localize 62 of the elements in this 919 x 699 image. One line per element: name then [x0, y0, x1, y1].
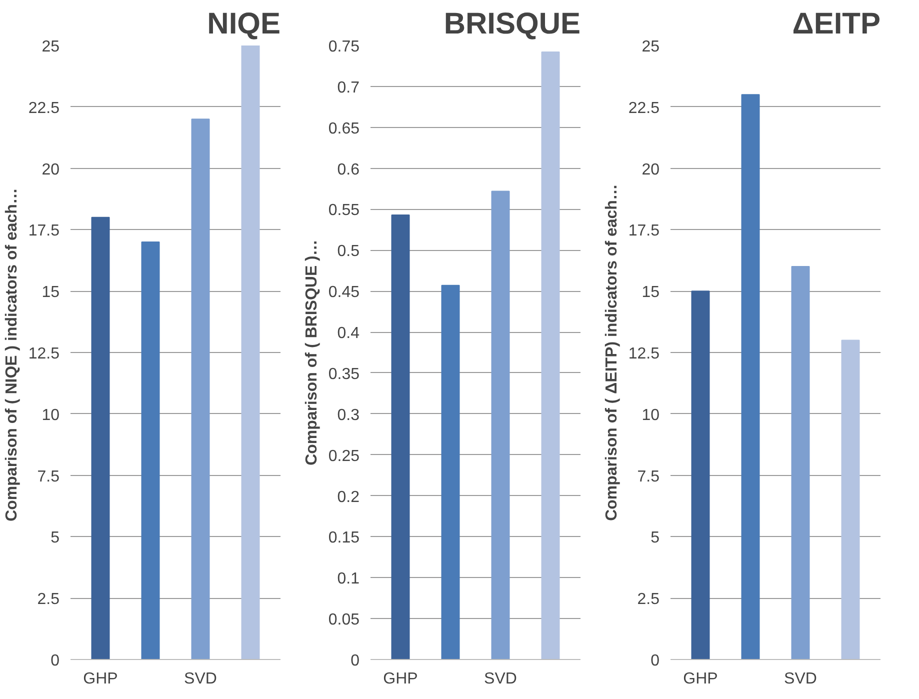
x-tick-label: SVD [784, 670, 817, 688]
y-tick-label: 0.55 [328, 202, 360, 220]
y-tick-label: 0.7 [337, 79, 360, 96]
y-axis-title: Comparison of ( NIQE ) indicators of each… [3, 188, 20, 522]
bar [491, 190, 510, 660]
y-tick-label: 10 [642, 406, 660, 424]
x-tick-label: GHP [383, 670, 418, 688]
x-tick-label: GHP [683, 670, 718, 688]
y-tick-label: 5 [50, 530, 60, 547]
y-tick-label: 0.1 [337, 570, 360, 588]
y-tick-label: 0 [50, 652, 60, 670]
y-tick-label: 0.6 [337, 161, 360, 178]
bar [141, 241, 160, 660]
y-axis-title: Comparison of ( BRISQUE )… [303, 240, 320, 466]
chart-title: ΔEITP [792, 8, 881, 40]
y-tick-label: 0.4 [337, 325, 360, 342]
y-axis-title: Comparison of ( ΔEITP) indicators of each… [603, 184, 620, 521]
y-tick-label: 0.5 [337, 243, 360, 260]
y-tick-label: 20 [642, 161, 660, 178]
bar [541, 52, 560, 660]
y-tick-label: 7.5 [37, 468, 60, 486]
y-tick-label: 10 [42, 406, 60, 424]
bar [391, 214, 410, 660]
bar [441, 284, 460, 660]
y-tick-label: 0.45 [328, 284, 360, 302]
y-tick-label: 0.25 [328, 448, 360, 465]
y-tick-label: 22.5 [28, 100, 60, 117]
y-tick-label: 22.5 [628, 100, 660, 117]
bar [91, 216, 110, 660]
y-tick-label: 15 [42, 284, 60, 302]
y-tick-label: 12.5 [628, 346, 660, 362]
y-tick-label: 7.5 [637, 468, 660, 486]
y-tick-label: 0 [650, 652, 660, 670]
y-tick-label: 0.3 [337, 406, 360, 424]
bar [691, 290, 710, 660]
y-tick-label: 17.5 [628, 222, 660, 240]
y-tick-label: 0.2 [337, 488, 360, 506]
bar [841, 340, 860, 660]
y-tick-label: 20 [42, 161, 60, 178]
y-tick-label: 5 [650, 530, 660, 547]
y-tick-label: 15 [642, 284, 660, 302]
x-tick-label: SVD [484, 670, 517, 688]
y-tick-label: 0.75 [328, 38, 360, 56]
y-tick-label: 2.5 [37, 591, 60, 608]
y-tick-label: 2.5 [637, 591, 660, 608]
y-tick-label: 25 [42, 38, 60, 56]
y-tick-label: 17.5 [28, 222, 60, 240]
y-tick-label: 25 [642, 38, 660, 56]
chart-title: NIQE [207, 8, 281, 40]
y-tick-label: 0.15 [328, 530, 360, 547]
bar [241, 46, 260, 660]
y-tick-label: 0.05 [328, 612, 360, 629]
chart-title: BRISQUE [444, 8, 581, 40]
bar [741, 94, 760, 660]
x-tick-label: SVD [184, 670, 217, 688]
bar [191, 118, 210, 660]
y-tick-label: 0.65 [328, 120, 360, 138]
x-tick-label: GHP [83, 670, 118, 688]
y-tick-label: 12.5 [28, 346, 60, 362]
bar [791, 266, 810, 660]
y-tick-label: 0 [350, 652, 360, 670]
y-tick-label: 0.35 [328, 366, 360, 383]
